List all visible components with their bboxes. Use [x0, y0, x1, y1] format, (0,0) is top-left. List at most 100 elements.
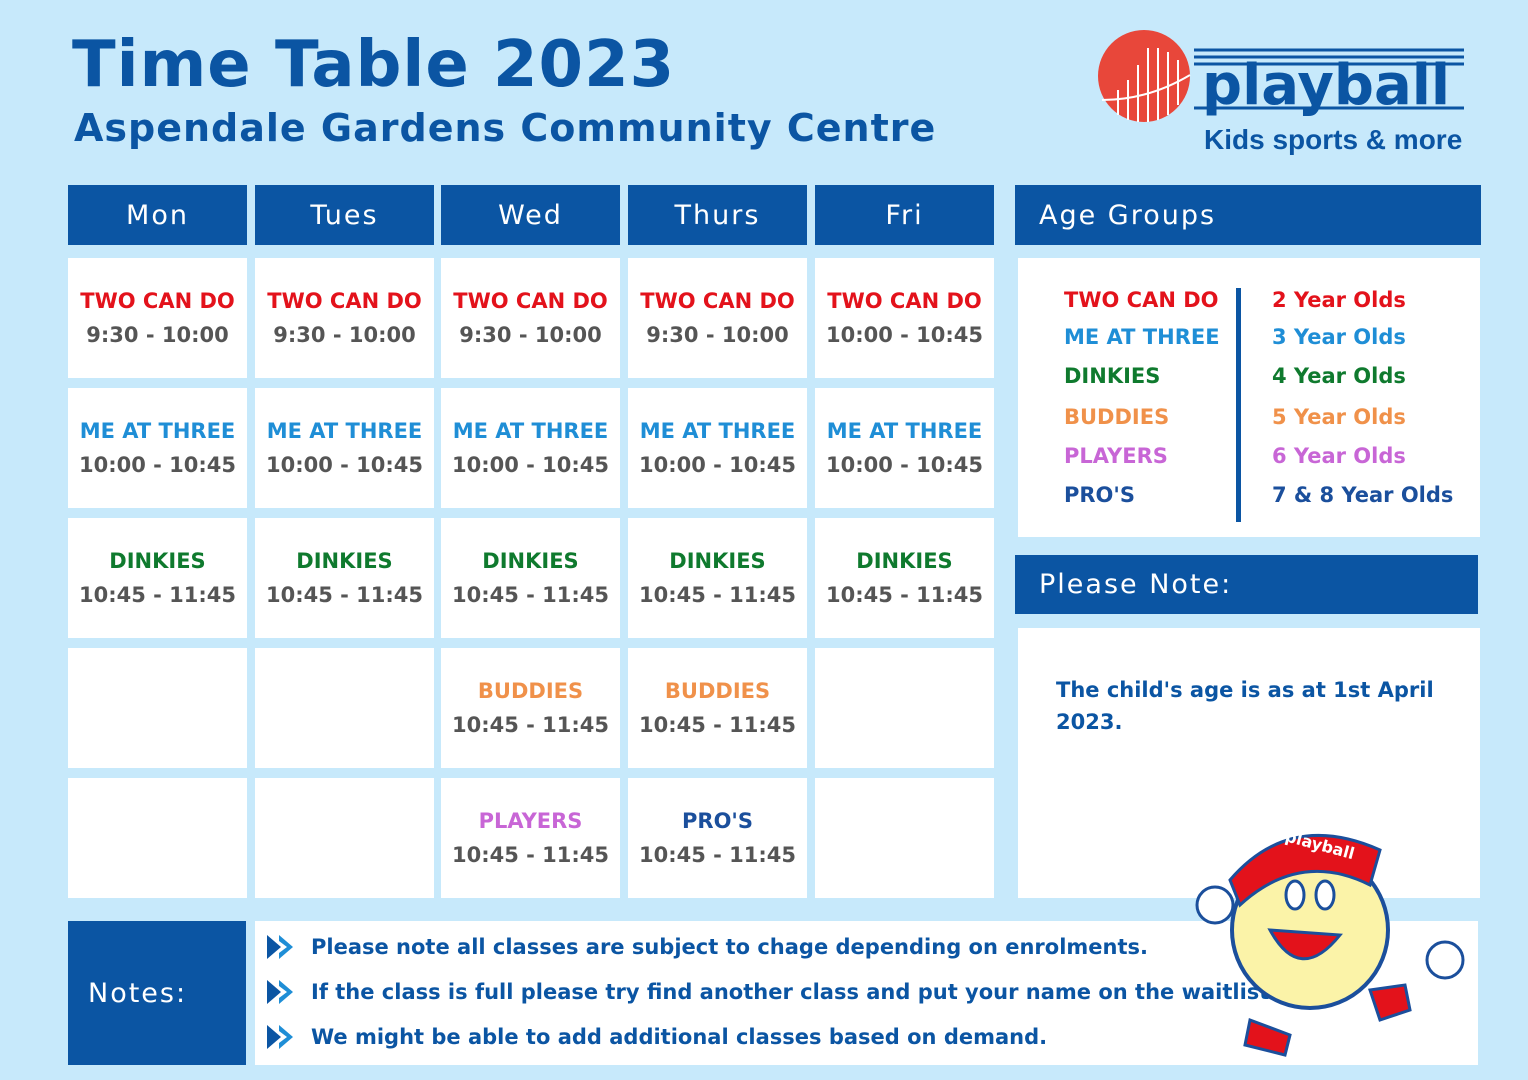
mascot-graphic: playball — [1195, 826, 1465, 1057]
class-time: 10:45 - 11:45 — [451, 713, 610, 737]
schedule-cell — [255, 778, 434, 898]
class-name: ME AT THREE — [266, 419, 423, 443]
please-note-title: Please Note: — [1039, 569, 1233, 600]
class-time: 9:30 - 10:00 — [86, 323, 229, 347]
schedule-cell: TWO CAN DO 9:30 - 10:00 — [628, 258, 807, 378]
schedule-cell: TWO CAN DO 9:30 - 10:00 — [441, 258, 620, 378]
class-name: ME AT THREE — [79, 419, 236, 443]
age-group-name: DINKIES — [1064, 364, 1161, 388]
schedule-cell — [68, 648, 247, 768]
svg-text:playball: playball — [1202, 53, 1450, 118]
divider — [1236, 288, 1241, 522]
class-name: PLAYERS — [478, 809, 583, 833]
class-name: BUDDIES — [664, 679, 771, 703]
schedule-cell: DINKIES 10:45 - 11:45 — [441, 518, 620, 638]
class-name: PRO'S — [682, 809, 753, 833]
day-header-wed: Wed — [441, 185, 620, 245]
schedule-cell: ME AT THREE 10:00 - 10:45 — [628, 388, 807, 508]
class-name: DINKIES — [856, 549, 953, 573]
class-name: ME AT THREE — [639, 419, 796, 443]
class-time: 9:30 - 10:00 — [646, 323, 789, 347]
class-name: TWO CAN DO — [267, 289, 422, 313]
note-text: We might be able to add additional class… — [311, 1025, 1048, 1049]
class-time: 10:00 - 10:45 — [825, 453, 984, 477]
schedule-cell: ME AT THREE 10:00 - 10:45 — [815, 388, 994, 508]
class-time: 10:45 - 11:45 — [451, 583, 610, 607]
schedule-cell: TWO CAN DO 10:00 - 10:45 — [815, 258, 994, 378]
class-time: 10:00 - 10:45 — [265, 453, 424, 477]
note-item: Please note all classes are subject to c… — [267, 935, 1148, 959]
notes-header: Notes: — [68, 921, 246, 1065]
note-text: If the class is full please try find ano… — [311, 980, 1278, 1004]
class-time: 10:45 - 11:45 — [638, 713, 797, 737]
class-name: TWO CAN DO — [80, 289, 235, 313]
class-name: TWO CAN DO — [640, 289, 795, 313]
class-time: 10:45 - 11:45 — [638, 583, 797, 607]
class-time: 10:00 - 10:45 — [825, 323, 984, 347]
day-header-mon: Mon — [68, 185, 247, 245]
class-name: TWO CAN DO — [453, 289, 608, 313]
class-name: BUDDIES — [477, 679, 584, 703]
class-name: TWO CAN DO — [827, 289, 982, 313]
schedule-cell: ME AT THREE 10:00 - 10:45 — [68, 388, 247, 508]
day-header-thurs: Thurs — [628, 185, 807, 245]
schedule-cell: TWO CAN DO 9:30 - 10:00 — [255, 258, 434, 378]
please-note-header: Please Note: — [1015, 555, 1478, 614]
schedule-cell: PLAYERS 10:45 - 11:45 — [441, 778, 620, 898]
schedule-cell: BUDDIES 10:45 - 11:45 — [441, 648, 620, 768]
age-group-age: 7 & 8 Year Olds — [1272, 483, 1454, 507]
schedule-cell — [815, 778, 994, 898]
age-groups-box: TWO CAN DO 2 Year Olds ME AT THREE 3 Year O… — [1018, 258, 1480, 537]
class-name: ME AT THREE — [452, 419, 609, 443]
note-item: We might be able to add additional class… — [267, 1025, 1047, 1049]
class-time: 9:30 - 10:00 — [459, 323, 602, 347]
age-group-name: ME AT THREE — [1064, 325, 1220, 349]
double-chevron-icon — [267, 935, 293, 959]
schedule-cell: DINKIES 10:45 - 11:45 — [255, 518, 434, 638]
schedule-cell: ME AT THREE 10:00 - 10:45 — [255, 388, 434, 508]
schedule-cell: DINKIES 10:45 - 11:45 — [68, 518, 247, 638]
schedule-cell — [815, 648, 994, 768]
class-name: DINKIES — [482, 549, 579, 573]
schedule-cell: DINKIES 10:45 - 11:45 — [628, 518, 807, 638]
class-time: 10:00 - 10:45 — [638, 453, 797, 477]
page-subtitle: Aspendale Gardens Community Centre — [74, 106, 937, 150]
schedule-cell: BUDDIES 10:45 - 11:45 — [628, 648, 807, 768]
mascot-illustration: playball — [1190, 810, 1480, 1070]
age-group-name: BUDDIES — [1064, 405, 1170, 429]
age-group-age: 2 Year Olds — [1272, 288, 1406, 312]
age-group-age: 5 Year Olds — [1272, 405, 1406, 429]
class-time: 10:45 - 11:45 — [825, 583, 984, 607]
note-text: Please note all classes are subject to c… — [311, 935, 1148, 959]
playball-logo: playball Kids sports & more — [1098, 30, 1468, 165]
please-note-box: The child's age is as at 1st April 2023. — [1018, 628, 1480, 898]
class-name: DINKIES — [669, 549, 766, 573]
double-chevron-icon — [267, 980, 293, 1004]
schedule-cell: TWO CAN DO 9:30 - 10:00 — [68, 258, 247, 378]
notes-title: Notes: — [88, 977, 188, 1009]
class-name: DINKIES — [109, 549, 206, 573]
age-group-name: TWO CAN DO — [1064, 288, 1219, 312]
double-chevron-icon — [267, 1025, 293, 1049]
schedule-cell: ME AT THREE 10:00 - 10:45 — [441, 388, 620, 508]
age-group-name: PLAYERS — [1064, 444, 1168, 468]
age-group-age: 6 Year Olds — [1272, 444, 1406, 468]
day-header-tues: Tues — [255, 185, 434, 245]
class-time: 10:45 - 11:45 — [451, 843, 610, 867]
class-name: DINKIES — [296, 549, 393, 573]
note-item: If the class is full please try find ano… — [267, 980, 1277, 1004]
class-time: 10:45 - 11:45 — [78, 583, 237, 607]
schedule-cell: DINKIES 10:45 - 11:45 — [815, 518, 994, 638]
class-time: 10:00 - 10:45 — [451, 453, 610, 477]
class-time: 9:30 - 10:00 — [273, 323, 416, 347]
logo-tagline: Kids sports & more — [1204, 124, 1463, 155]
class-name: ME AT THREE — [826, 419, 983, 443]
playball-logo-graphic: playball — [1098, 30, 1464, 122]
age-group-age: 4 Year Olds — [1272, 364, 1406, 388]
schedule-cell — [255, 648, 434, 768]
page-title: Time Table 2023 — [72, 28, 676, 102]
age-groups-title: Age Groups — [1039, 199, 1217, 231]
please-note-text: The child's age is as at 1st April 2023. — [1056, 678, 1434, 734]
class-time: 10:00 - 10:45 — [78, 453, 237, 477]
age-group-name: PRO'S — [1064, 483, 1135, 507]
